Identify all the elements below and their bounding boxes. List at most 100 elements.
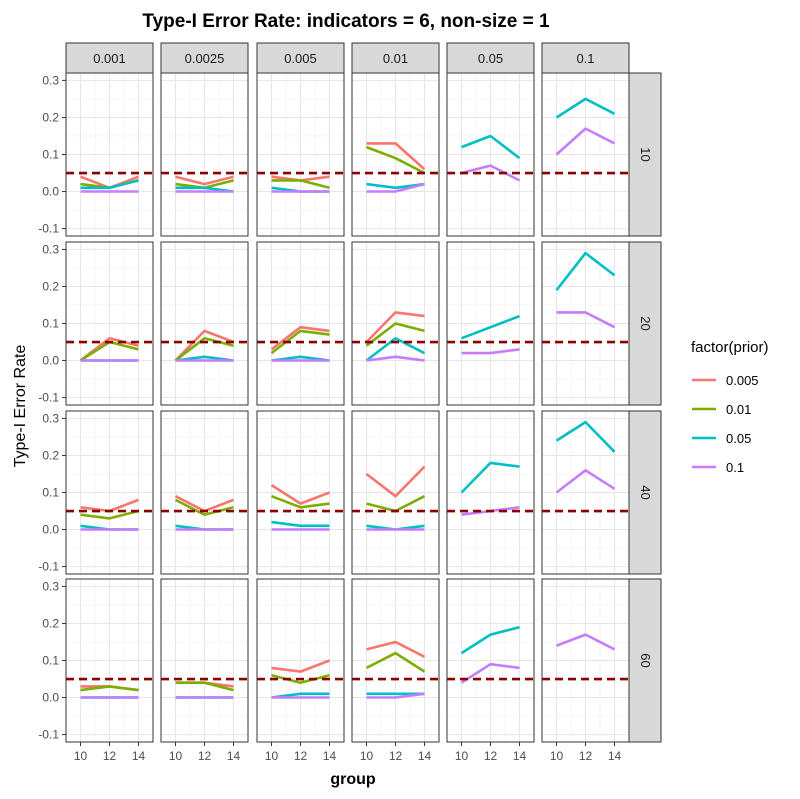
series-line-prior-0.1: [366, 182, 425, 193]
panel-border: [256, 72, 345, 237]
y-tick-label: 0.3: [42, 242, 59, 256]
x-tick-label: 14: [418, 749, 432, 763]
y-tick-label: 0.3: [42, 411, 59, 425]
x-tick-label: 14: [132, 749, 146, 763]
legend-label: 0.1: [726, 460, 744, 475]
series-line-prior-0.005: [270, 484, 330, 505]
x-tick-label: 14: [323, 749, 337, 763]
y-tick-label: -0.1: [38, 222, 59, 236]
series-line-prior-0.05: [555, 97, 616, 119]
series-line-prior-0.005: [365, 311, 425, 343]
series-line-prior-0.1: [461, 164, 521, 182]
x-tick-label: 14: [608, 749, 622, 763]
facet-grid: 0.001 0.0025 0.005 0.01 0.05 0.1 10 20 40 60 -0.1 0…: [38, 42, 662, 763]
y-tick-label: -0.1: [38, 391, 59, 405]
series-line-prior-0.005: [365, 465, 426, 498]
series-line-prior-0.005: [174, 329, 234, 362]
series-line-prior-0.005: [366, 142, 426, 171]
series-line-prior-0.1: [556, 311, 616, 329]
y-tick-label: 0.3: [42, 579, 59, 593]
x-tick-label: 12: [198, 749, 212, 763]
panel-border: [541, 410, 630, 575]
series-line-prior-0.01: [365, 322, 425, 347]
series-line-prior-0.05: [460, 461, 520, 494]
y-tick-label: 0.1: [42, 486, 59, 500]
facet-strip-row: [628, 72, 662, 237]
facet-strip-row: [628, 578, 662, 743]
series-line-prior-0.05: [461, 134, 521, 160]
series-line-prior-0.005: [175, 175, 234, 186]
series-line-prior-0.01: [271, 494, 330, 509]
panel-border: [446, 241, 535, 406]
panel-border: [160, 72, 249, 237]
panel-border: [541, 72, 630, 237]
x-tick-label: 10: [169, 749, 183, 763]
series-line-prior-0.01: [80, 509, 139, 520]
facet-strip-col-label: 0.001: [93, 51, 126, 66]
panel-border: [351, 410, 440, 575]
x-tick-label: 10: [360, 749, 374, 763]
panel-border: [541, 241, 630, 406]
panel-border: [160, 241, 249, 406]
x-tick-label: 12: [294, 749, 308, 763]
facet-strip-row-label: 10: [638, 147, 653, 161]
series-line-prior-0.05: [271, 520, 330, 528]
facet-strip-col: [541, 42, 630, 74]
panel-border: [256, 410, 345, 575]
x-axis-title: group: [330, 771, 376, 788]
series-line-prior-0.005: [270, 325, 330, 351]
chart-title: Type-I Error Rate: indicators = 6, non-s…: [142, 11, 550, 32]
y-tick-label: 0.0: [42, 691, 59, 705]
x-tick-label: 10: [455, 749, 469, 763]
x-tick-label: 12: [484, 749, 498, 763]
x-tick-label: 12: [579, 749, 593, 763]
legend-title: factor(prior): [691, 339, 769, 356]
y-tick-label: 0.0: [42, 185, 59, 199]
y-tick-label: -0.1: [38, 728, 59, 742]
facet-strip-col-label: 0.05: [478, 51, 503, 66]
series-line-prior-0.1: [461, 348, 520, 355]
panel-border: [446, 410, 535, 575]
panel-border: [446, 72, 535, 237]
series-line-prior-0.01: [271, 179, 330, 190]
y-tick-label: -0.1: [38, 560, 59, 574]
legend: factor(prior) 0.005 0.01 0.05 0.1: [691, 339, 769, 475]
facet-strip-col-label: 0.005: [284, 51, 317, 66]
y-tick-label: 0.0: [42, 354, 59, 368]
facet-strip-col-label: 0.1: [576, 51, 594, 66]
x-tick-label: 10: [74, 749, 88, 763]
series-line-prior-0.005: [366, 640, 426, 658]
series-line-prior-0.05: [365, 336, 426, 362]
series-line-prior-0.1: [555, 468, 616, 494]
series-line-prior-0.1: [460, 662, 520, 684]
legend-label: 0.01: [726, 402, 751, 417]
x-tick-label: 10: [265, 749, 279, 763]
series-line-prior-0.01: [174, 336, 234, 362]
x-tick-label: 10: [550, 749, 564, 763]
x-tick-label: 14: [227, 749, 241, 763]
series-line-prior-0.05: [460, 625, 520, 655]
series-line-prior-0.01: [270, 329, 330, 355]
facet-strip-row-label: 40: [638, 485, 653, 499]
y-axis-title: Type-I Error Rate: [12, 345, 29, 468]
facet-strip-col: [65, 42, 154, 74]
series-line-prior-0.05: [461, 314, 520, 340]
x-tick-label: 12: [103, 749, 117, 763]
series-line-prior-0.1: [555, 127, 616, 156]
panel-border: [351, 241, 440, 406]
x-tick-label: 12: [389, 749, 403, 763]
y-tick-label: 0.1: [42, 317, 59, 331]
y-tick-label: 0.0: [42, 523, 59, 537]
y-tick-label: 0.2: [42, 448, 59, 462]
series-line-prior-0.01: [174, 498, 234, 517]
y-tick-label: 0.2: [42, 616, 59, 630]
panel-border: [351, 72, 440, 237]
y-tick-label: 0.2: [42, 110, 59, 124]
y-tick-label: 0.1: [42, 654, 59, 668]
series-line-prior-0.01: [365, 651, 426, 673]
facet-strip-row-label: 20: [638, 316, 653, 330]
series-line-prior-0.005: [271, 659, 330, 673]
series-line-prior-0.05: [555, 420, 616, 453]
y-tick-label: 0.3: [42, 73, 59, 87]
